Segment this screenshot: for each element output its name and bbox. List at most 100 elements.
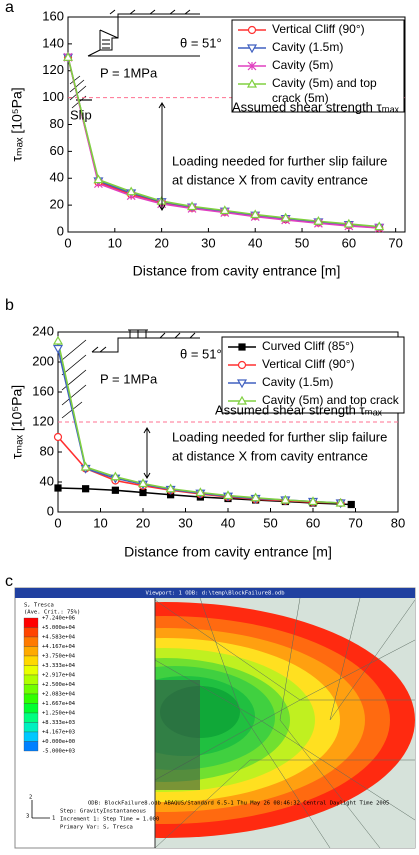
y-tick-label: 160 [42,8,64,23]
legend-label: Cavity (5m) and top crack [262,393,400,407]
marker [343,218,354,228]
marker [187,201,198,211]
marker [250,492,261,502]
legend-value: +5.000e+04 [42,625,76,631]
y-tick-label: 40 [50,170,64,185]
legend-label: Vertical Cliff (90°) [262,357,355,371]
x-axis-label: Distance from cavity entrance [m] [124,544,332,560]
double-arrow [143,427,151,479]
annotation: P = 1MPa [100,371,158,386]
marker [246,78,258,88]
marker [82,485,90,493]
double-arrow [158,102,166,211]
contours [155,598,415,848]
marker [236,395,248,405]
y-tick-label: 20 [50,197,64,212]
x-tick-label: 30 [178,515,192,530]
legend-swatch [23,636,39,647]
x-tick-label: 40 [248,235,262,250]
panel-label: a [5,0,14,16]
annotation: Loading needed for further slip failure [172,153,387,168]
y-tick-label: 140 [42,35,64,50]
marker [247,61,257,71]
marker [53,432,63,442]
legend-swatch [23,627,39,638]
marker [80,461,91,471]
x-tick-label: 20 [136,515,150,530]
y-tick-label: 80 [50,116,64,131]
legend-swatch [23,741,39,752]
legend-title: S, Tresca [24,603,54,609]
legend-value: +2.083e+04 [42,692,76,698]
legend-value: +0.000e+00 [42,739,75,745]
x-tick-label: 10 [108,235,122,250]
legend-label: Cavity (1.5m) [272,40,343,54]
footer-text: ODB: BlockFailure8.odb ABAQUS/Standard 6… [88,801,389,807]
x-tick-label: 60 [342,235,356,250]
marker [52,335,64,345]
legend-value: +4.167e+03 [42,730,75,736]
legend-value: +3.333e+04 [42,663,76,669]
x-tick-label: 70 [348,515,362,530]
x-tick-label: 0 [64,235,71,250]
legend-swatch [23,731,39,742]
panel-label: b [5,297,14,314]
marker [335,497,346,507]
legend-subtitle: (Ave. Crit.: 75%) [24,610,80,616]
marker [219,205,230,215]
legend-swatch [23,712,39,723]
marker [137,478,149,488]
triad-label: 2 [29,795,32,801]
legend-swatch [23,703,39,714]
x-tick-label: 20 [154,235,168,250]
marker [222,490,234,500]
y-axis-label: τₘₐₓ [10⁵Pa] [9,87,25,161]
dense-mesh [155,680,200,790]
triad-label: 3 [26,814,29,820]
y-tick-label: 160 [32,383,54,398]
triad [31,800,50,819]
legend-value: +4.583e+04 [42,635,76,641]
x-tick-label: 40 [221,515,235,530]
annotation: Assumed shear strength τₘₐₓ [232,99,400,114]
marker [54,484,62,492]
cliff-sketch [87,9,200,57]
x-tick-label: 80 [391,515,405,530]
x-tick-label: 60 [306,515,320,530]
x-axis-label: Distance from cavity entrance [m] [133,263,341,279]
marker [238,343,246,351]
marker [52,344,64,354]
legend-label: Cavity (1.5m) [262,375,333,389]
x-tick-label: 70 [388,235,402,250]
triad-label: 1 [52,816,55,822]
legend-value: +4.167e+04 [42,644,76,650]
y-tick-label: 120 [32,413,54,428]
legend-value: +7.240e+06 [42,616,75,622]
marker [126,186,137,196]
x-tick-label: 50 [263,515,277,530]
legend-swatch [23,646,39,657]
marker [246,44,258,54]
legend-swatch [23,722,39,733]
marker [110,471,121,481]
legend-value: +8.333e+03 [42,720,75,726]
x-tick-label: 50 [295,235,309,250]
y-tick-label: 80 [40,443,54,458]
marker [195,487,206,497]
marker [250,209,261,219]
legend-value: +1.667e+04 [42,701,76,707]
y-tick-label: 0 [47,503,54,518]
legend-swatch [23,617,39,628]
legend-swatch [23,693,39,704]
legend-value: +3.750e+04 [42,654,76,660]
legend-swatch [23,665,39,676]
marker [280,494,291,504]
legend-swatch [23,684,39,695]
marker [247,25,257,35]
x-tick-label: 0 [54,515,61,530]
y-axis-label: τₘₐₓ [10⁵Pa] [9,385,25,459]
cliff-sketch [61,329,200,419]
mesh-lines [155,598,415,848]
marker [374,221,385,231]
marker [165,483,176,493]
